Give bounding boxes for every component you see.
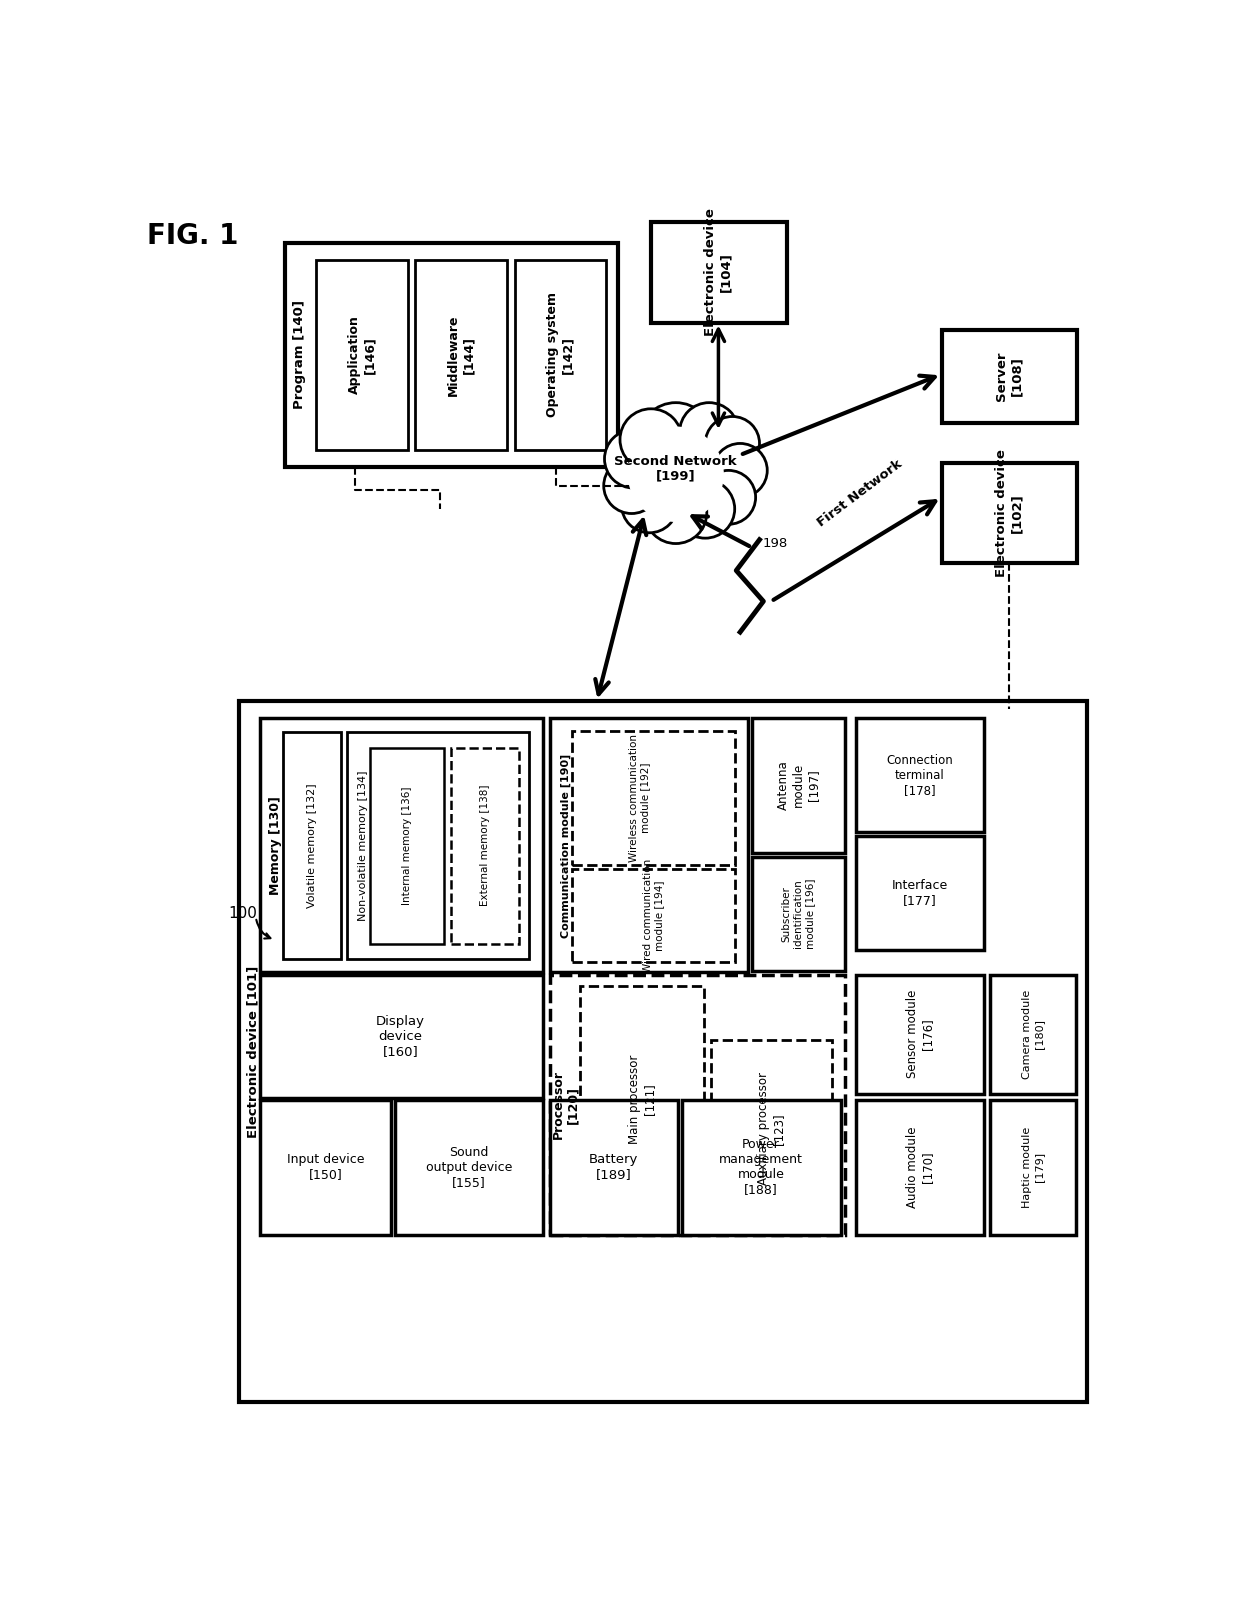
Bar [551, 1100, 678, 1235]
Circle shape [620, 409, 682, 470]
Text: Subscriber
identification
module [196]: Subscriber identification module [196] [781, 879, 815, 950]
Text: Electronic device
[104]: Electronic device [104] [704, 209, 733, 336]
Bar [857, 718, 985, 832]
Text: Input device
[150]: Input device [150] [286, 1153, 365, 1182]
Bar [572, 869, 734, 961]
Circle shape [605, 430, 663, 488]
Circle shape [645, 481, 707, 544]
Bar [857, 1100, 985, 1235]
Bar [682, 1100, 841, 1235]
Text: Communication module [190]: Communication module [190] [560, 753, 570, 937]
Text: Sensor module
[176]: Sensor module [176] [906, 990, 934, 1079]
Bar [283, 733, 341, 960]
Text: Haptic module
[179]: Haptic module [179] [1022, 1127, 1044, 1208]
Circle shape [680, 402, 739, 460]
Bar [751, 718, 844, 853]
Text: 100: 100 [228, 906, 258, 921]
Text: Application
[146]: Application [146] [348, 316, 376, 394]
Text: Antenna
module
[197]: Antenna module [197] [776, 760, 820, 810]
Bar [751, 857, 844, 971]
Bar [259, 1100, 392, 1235]
Bar [572, 731, 734, 866]
Bar [396, 1100, 543, 1235]
Text: Main processor
[121]: Main processor [121] [627, 1055, 656, 1145]
Text: Display
device
[160]: Display device [160] [376, 1014, 425, 1058]
Text: Second Network
[199]: Second Network [199] [615, 456, 737, 483]
Bar [651, 222, 786, 322]
Text: FIG. 1: FIG. 1 [146, 222, 238, 250]
Bar [371, 747, 444, 943]
Circle shape [621, 477, 677, 533]
Text: Camera module
[180]: Camera module [180] [1022, 990, 1044, 1079]
Bar [551, 718, 748, 972]
Bar [857, 836, 985, 950]
Text: Server
[108]: Server [108] [994, 351, 1023, 401]
Bar [347, 733, 529, 960]
Bar [941, 330, 1078, 423]
Text: Wireless communication
module [192]: Wireless communication module [192] [629, 734, 650, 861]
Bar [285, 243, 619, 467]
Bar [259, 718, 543, 972]
Text: Program [140]: Program [140] [293, 301, 305, 409]
Text: Operating system
[142]: Operating system [142] [547, 293, 574, 417]
Bar [857, 974, 985, 1095]
Text: Middleware
[144]: Middleware [144] [448, 314, 475, 396]
Text: Wired communication
module [194]: Wired communication module [194] [642, 858, 665, 972]
Text: Battery
[189]: Battery [189] [589, 1153, 639, 1182]
Text: Electronic device [101]: Electronic device [101] [247, 966, 259, 1138]
Text: Processor
[120]: Processor [120] [552, 1071, 580, 1140]
Text: Connection
terminal
[178]: Connection terminal [178] [887, 753, 954, 797]
Bar [551, 974, 844, 1235]
Text: Electronic device
[102]: Electronic device [102] [994, 449, 1023, 576]
Text: Audio module
[170]: Audio module [170] [906, 1127, 934, 1208]
Bar [451, 747, 520, 943]
Bar [259, 974, 543, 1098]
Bar [316, 261, 408, 449]
Bar [580, 987, 704, 1214]
Text: Interface
[177]: Interface [177] [892, 879, 949, 906]
Text: Internal memory [136]: Internal memory [136] [402, 786, 412, 905]
Bar [941, 462, 1078, 564]
Text: Memory [130]: Memory [130] [269, 795, 281, 895]
Circle shape [706, 417, 759, 470]
Text: Auxiliary processor
[123]: Auxiliary processor [123] [758, 1072, 785, 1185]
Bar [515, 261, 606, 449]
Circle shape [713, 443, 768, 497]
Text: 198: 198 [763, 538, 787, 551]
Bar [991, 974, 1076, 1095]
Text: First Network: First Network [816, 457, 905, 530]
Bar [712, 1040, 832, 1217]
Text: Power
management
module
[188]: Power management module [188] [719, 1138, 804, 1196]
Circle shape [604, 459, 660, 514]
Text: Non-volatile memory [134]: Non-volatile memory [134] [357, 770, 368, 921]
Bar [238, 702, 1087, 1402]
Circle shape [639, 402, 713, 477]
Bar [415, 261, 507, 449]
Circle shape [676, 480, 734, 538]
Text: Volatile memory [132]: Volatile memory [132] [306, 782, 316, 908]
Circle shape [702, 470, 755, 525]
Text: External memory [138]: External memory [138] [480, 784, 490, 906]
Circle shape [627, 427, 724, 522]
Text: Sound
output device
[155]: Sound output device [155] [425, 1146, 512, 1188]
Bar [991, 1100, 1076, 1235]
